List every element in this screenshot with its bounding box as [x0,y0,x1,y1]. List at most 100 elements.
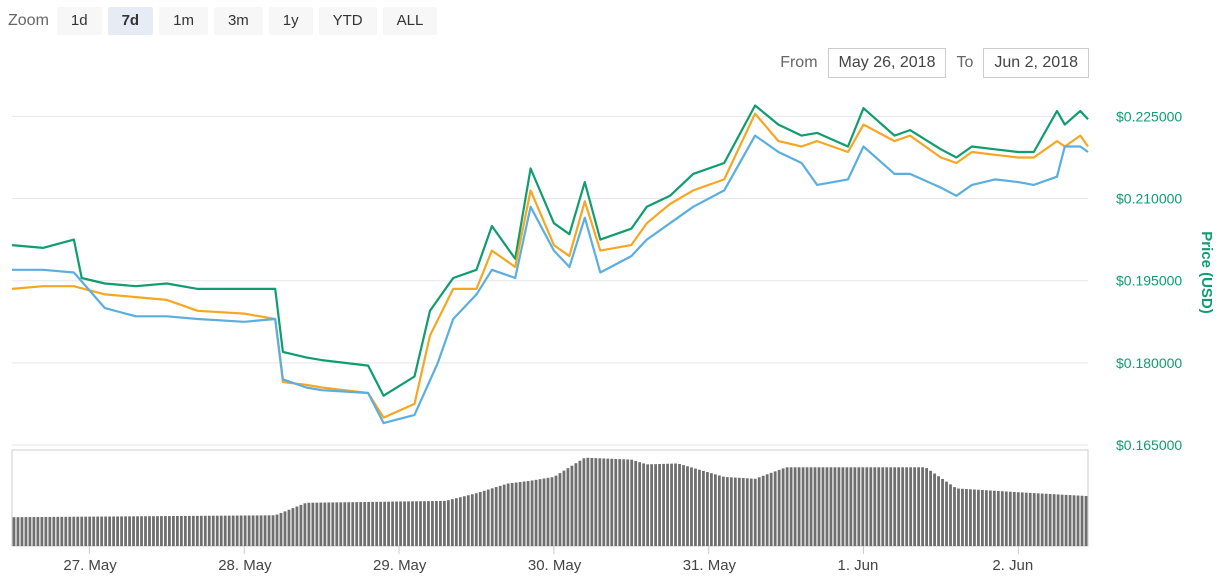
y-tick-label: $0.165000 [1116,437,1182,453]
volume-bar [48,516,52,546]
volume-bar [753,478,757,546]
volume-bar [817,467,821,546]
volume-bar [761,475,765,546]
navigator-frame [11,449,1089,547]
volume-bar [271,515,275,546]
volume-bar [263,515,267,546]
volume-bar [630,459,634,546]
volume-bar [1016,492,1020,546]
volume-bar [873,467,877,546]
volume-bar [694,468,697,546]
volume-bar [765,474,769,546]
volume-bar [546,477,550,546]
volume-bar [148,516,151,546]
zoom-button-1y[interactable]: 1y [268,7,313,35]
volume-bar [36,517,40,546]
volume-bar [713,474,717,546]
volume-bar [470,494,474,546]
volume-bar [299,504,303,546]
volume-bar [745,478,749,546]
volume-bar [821,467,825,546]
volume-bar [76,516,80,546]
volume-bar [562,470,566,546]
zoom-button-ytd[interactable]: YTD [318,7,377,35]
volume-bar [674,463,677,546]
volume-bar [219,515,223,546]
volume-bar [514,482,518,546]
to-date-input[interactable]: Jun 2, 2018 [983,48,1089,78]
volume-bar [550,477,554,546]
zoom-button-7d[interactable]: 7d [107,7,154,35]
volume-bar [741,478,745,546]
volume-bar [518,482,522,546]
volume-bar [454,498,458,546]
volume-bar [650,464,654,546]
volume-bar [211,515,215,546]
volume-bar [179,515,183,546]
volume-bar [379,501,383,546]
volume-bar [215,515,219,546]
volume-bar [243,515,247,546]
volume-bar [885,467,889,546]
volume-bar [478,492,482,546]
volume-bar [506,483,510,546]
volume-bar [435,501,438,546]
volume-bar [331,502,335,546]
volume-bar [542,478,546,546]
y-axis-title: Price (USD) [1198,231,1215,314]
volume-bar [1008,491,1012,546]
volume-bar [407,501,410,546]
volume-bar [128,516,131,546]
x-tick-label: 2. Jun [992,557,1033,574]
volume-bar [865,467,869,546]
volume-bar [777,469,781,546]
y-tick-label: $0.225000 [1116,108,1182,124]
volume-bar [32,517,36,546]
volume-bar [598,458,602,546]
volume-bar [199,515,203,546]
volume-bar [626,459,630,546]
volume-bar [1064,494,1068,546]
from-date-input[interactable]: May 26, 2018 [827,48,947,78]
zoom-button-1m[interactable]: 1m [159,7,208,35]
volume-bar [255,515,259,546]
volume-bar [941,478,944,546]
volume-bar [893,467,897,546]
volume-bar [1020,492,1024,546]
volume-bar [1000,491,1004,546]
volume-bar [702,470,705,546]
volume-bar [187,515,191,546]
zoom-button-3m[interactable]: 3m [213,7,263,35]
volume-bar [140,516,143,546]
volume-bar [957,488,960,546]
volume-bar [925,468,928,546]
volume-bar [446,500,450,546]
volume-bar [307,502,311,546]
volume-bar [566,468,570,546]
volume-bar [706,472,709,546]
volume-bar [901,467,905,546]
zoom-button-1d[interactable]: 1d [56,7,102,35]
volume-bar [889,467,893,546]
volume-bar [1032,493,1036,546]
volume-bar [769,472,773,546]
volume-bar [638,462,642,546]
volume-bar [315,502,319,546]
volume-bar [502,484,506,546]
volume-bar [1004,491,1008,546]
volume-bar [841,467,845,546]
volume-bar [988,490,992,546]
volume-bar [295,506,299,546]
volume-bar [52,516,56,546]
zoom-button-all[interactable]: ALL [382,7,438,35]
volume-bar [646,464,650,546]
volume-bar [781,468,785,546]
volume-bar [279,512,283,546]
y-tick-label: $0.195000 [1116,273,1182,289]
volume-bar [175,515,179,546]
volume-bar [482,490,486,546]
volume-bar [24,517,28,546]
volume-bar [977,489,980,546]
volume-bar [183,515,187,546]
volume-bar [367,501,371,546]
